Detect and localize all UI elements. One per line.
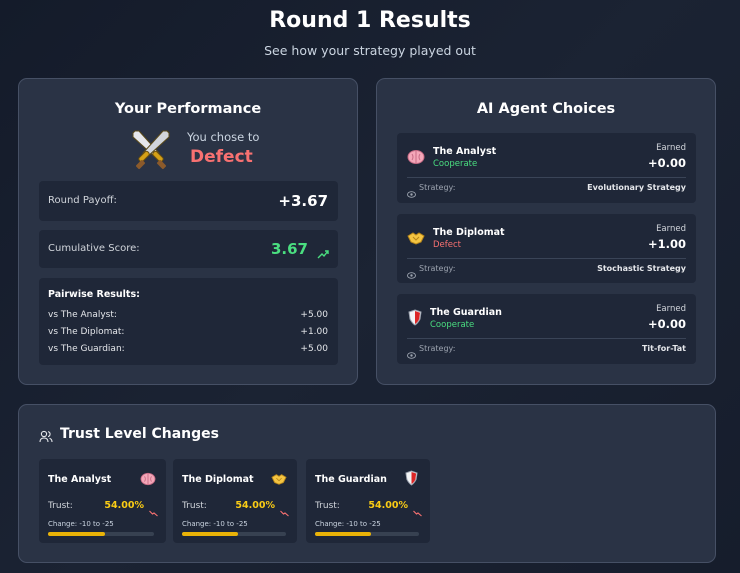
strategy-label: Strategy: bbox=[419, 344, 456, 353]
trust-changes-panel: Trust Level Changes The Analyst Trust: 5… bbox=[18, 404, 716, 563]
trending-down-icon bbox=[280, 502, 289, 517]
strategy-label: Strategy: bbox=[419, 264, 456, 273]
cumulative-score-box: Cumulative Score: 3.67 bbox=[39, 230, 338, 268]
trust-bar-fill bbox=[315, 532, 372, 536]
trust-change: Change: -10 to -25 bbox=[48, 520, 114, 528]
handshake-icon bbox=[271, 471, 287, 485]
trust-agent-name: The Analyst bbox=[48, 474, 112, 485]
round-payoff-label: Round Payoff: bbox=[48, 195, 117, 206]
pairwise-label: vs The Diplomat: bbox=[48, 327, 125, 337]
shield-icon bbox=[405, 470, 418, 486]
cumulative-score-value: 3.67 bbox=[270, 240, 308, 258]
trust-bar bbox=[182, 532, 286, 536]
pairwise-value: +5.00 bbox=[300, 310, 328, 320]
trust-bar bbox=[48, 532, 154, 536]
eye-icon bbox=[407, 264, 416, 279]
pairwise-label: vs The Guardian: bbox=[48, 344, 125, 354]
users-icon bbox=[39, 428, 53, 443]
eye-icon bbox=[407, 183, 416, 198]
player-choice: Defect bbox=[190, 147, 253, 167]
trust-label: Trust: bbox=[182, 501, 207, 511]
handshake-icon bbox=[407, 230, 425, 246]
trust-bar-fill bbox=[182, 532, 239, 536]
performance-panel: Your Performance You chose to Defect Rou… bbox=[18, 78, 358, 385]
pairwise-title: Pairwise Results: bbox=[48, 289, 140, 300]
performance-title: Your Performance bbox=[114, 101, 262, 117]
agent-card-diplomat: The Diplomat Defect Earned +1.00 Strateg… bbox=[397, 214, 696, 283]
trust-card-analyst: The Analyst Trust: 54.00% Change: -10 to… bbox=[39, 459, 166, 543]
agent-strategy: Stochastic Strategy bbox=[597, 264, 686, 273]
divider bbox=[407, 258, 686, 259]
round-payoff-value: +3.67 bbox=[278, 192, 328, 210]
trust-label: Trust: bbox=[48, 501, 73, 511]
trust-value: 54.00% bbox=[368, 500, 408, 511]
page-subtitle: See how your strategy played out bbox=[264, 43, 476, 58]
trust-agent-name: The Diplomat bbox=[182, 474, 254, 485]
agent-earned: +1.00 bbox=[647, 237, 686, 251]
trust-card-guardian: The Guardian Trust: 54.00% Change: -10 t… bbox=[306, 459, 430, 543]
agent-strategy: Tit-for-Tat bbox=[641, 344, 686, 353]
agent-strategy: Evolutionary Strategy bbox=[587, 183, 686, 192]
pairwise-results-box: Pairwise Results: vs The Analyst: +5.00 … bbox=[39, 278, 338, 365]
chose-label: You chose to bbox=[187, 130, 260, 144]
strategy-label: Strategy: bbox=[419, 183, 456, 192]
divider bbox=[407, 338, 686, 339]
pairwise-value: +1.00 bbox=[300, 327, 328, 337]
trust-change: Change: -10 to -25 bbox=[182, 520, 248, 528]
crossed-swords-icon bbox=[129, 127, 173, 171]
brain-icon bbox=[407, 149, 425, 165]
agent-name: The Analyst bbox=[433, 146, 497, 157]
round-payoff-box: Round Payoff: +3.67 bbox=[39, 181, 338, 221]
agent-choice: Cooperate bbox=[433, 159, 478, 169]
agent-name: The Guardian bbox=[430, 307, 502, 318]
trust-changes-title: Trust Level Changes bbox=[60, 426, 219, 442]
trending-down-icon bbox=[149, 502, 158, 517]
pairwise-value: +5.00 bbox=[300, 344, 328, 354]
shield-icon bbox=[408, 309, 422, 326]
agent-choice: Cooperate bbox=[430, 320, 475, 330]
agent-name: The Diplomat bbox=[433, 227, 505, 238]
pairwise-label: vs The Analyst: bbox=[48, 310, 117, 320]
page-title: Round 1 Results bbox=[269, 8, 471, 33]
agent-card-analyst: The Analyst Cooperate Earned +0.00 Strat… bbox=[397, 133, 696, 203]
trending-up-icon bbox=[317, 244, 329, 259]
agent-card-guardian: The Guardian Cooperate Earned +0.00 Stra… bbox=[397, 294, 696, 364]
trust-value: 54.00% bbox=[235, 500, 275, 511]
agent-choice: Defect bbox=[433, 240, 462, 250]
earned-label: Earned bbox=[656, 304, 686, 314]
agent-choices-panel: AI Agent Choices The Analyst Cooperate E… bbox=[376, 78, 716, 385]
agent-earned: +0.00 bbox=[647, 156, 686, 170]
trust-card-diplomat: The Diplomat Trust: 54.00% Change: -10 t… bbox=[173, 459, 297, 543]
trust-agent-name: The Guardian bbox=[315, 474, 387, 485]
trust-bar bbox=[315, 532, 419, 536]
earned-label: Earned bbox=[656, 143, 686, 153]
trust-value: 54.00% bbox=[104, 500, 144, 511]
agent-choices-title: AI Agent Choices bbox=[476, 101, 616, 117]
brain-icon bbox=[140, 471, 156, 486]
trust-bar-fill bbox=[48, 532, 106, 536]
eye-icon bbox=[407, 344, 416, 359]
divider bbox=[407, 177, 686, 178]
trending-down-icon bbox=[413, 502, 422, 517]
cumulative-score-label: Cumulative Score: bbox=[48, 243, 140, 254]
trust-change: Change: -10 to -25 bbox=[315, 520, 381, 528]
earned-label: Earned bbox=[656, 224, 686, 234]
trust-label: Trust: bbox=[315, 501, 340, 511]
agent-earned: +0.00 bbox=[647, 317, 686, 331]
